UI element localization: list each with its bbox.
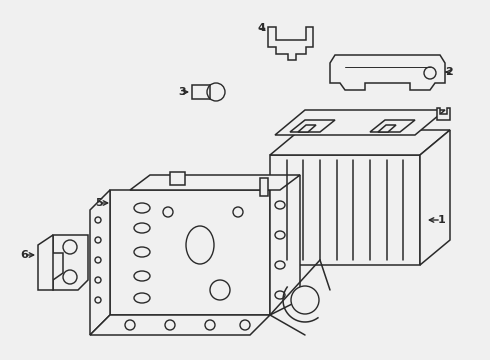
- Polygon shape: [268, 27, 313, 60]
- Polygon shape: [90, 190, 110, 335]
- Polygon shape: [53, 235, 88, 290]
- Polygon shape: [370, 120, 415, 132]
- Circle shape: [207, 83, 225, 101]
- Bar: [260, 178, 268, 196]
- Ellipse shape: [95, 257, 101, 263]
- Circle shape: [63, 240, 77, 254]
- Circle shape: [210, 280, 230, 300]
- Ellipse shape: [95, 217, 101, 223]
- Polygon shape: [437, 108, 450, 120]
- Bar: [192, 85, 210, 99]
- Polygon shape: [298, 125, 316, 132]
- Text: 6: 6: [20, 250, 28, 260]
- Text: 3: 3: [178, 87, 186, 97]
- Circle shape: [165, 320, 175, 330]
- Bar: [270, 155, 420, 265]
- Circle shape: [163, 207, 173, 217]
- Circle shape: [240, 320, 250, 330]
- Ellipse shape: [186, 226, 214, 264]
- Ellipse shape: [95, 277, 101, 283]
- Polygon shape: [170, 172, 185, 185]
- Ellipse shape: [95, 297, 101, 303]
- Circle shape: [233, 207, 243, 217]
- Text: 5: 5: [95, 198, 102, 208]
- Polygon shape: [378, 125, 396, 132]
- Ellipse shape: [275, 291, 285, 299]
- Polygon shape: [275, 110, 445, 135]
- Text: 1: 1: [437, 215, 445, 225]
- Polygon shape: [270, 175, 300, 315]
- Circle shape: [291, 286, 319, 314]
- Polygon shape: [38, 235, 53, 290]
- Text: 4: 4: [258, 23, 266, 33]
- Circle shape: [205, 320, 215, 330]
- Ellipse shape: [275, 261, 285, 269]
- Ellipse shape: [134, 293, 150, 303]
- Circle shape: [125, 320, 135, 330]
- Polygon shape: [90, 315, 270, 335]
- Text: 2: 2: [445, 67, 453, 77]
- Ellipse shape: [134, 271, 150, 281]
- Ellipse shape: [134, 223, 150, 233]
- Ellipse shape: [95, 237, 101, 243]
- Polygon shape: [330, 55, 445, 90]
- Ellipse shape: [134, 203, 150, 213]
- Circle shape: [63, 270, 77, 284]
- Polygon shape: [110, 190, 270, 315]
- Ellipse shape: [134, 247, 150, 257]
- Ellipse shape: [275, 201, 285, 209]
- Polygon shape: [290, 120, 335, 132]
- Polygon shape: [420, 130, 450, 265]
- Ellipse shape: [275, 231, 285, 239]
- Polygon shape: [270, 130, 450, 155]
- Polygon shape: [130, 175, 300, 190]
